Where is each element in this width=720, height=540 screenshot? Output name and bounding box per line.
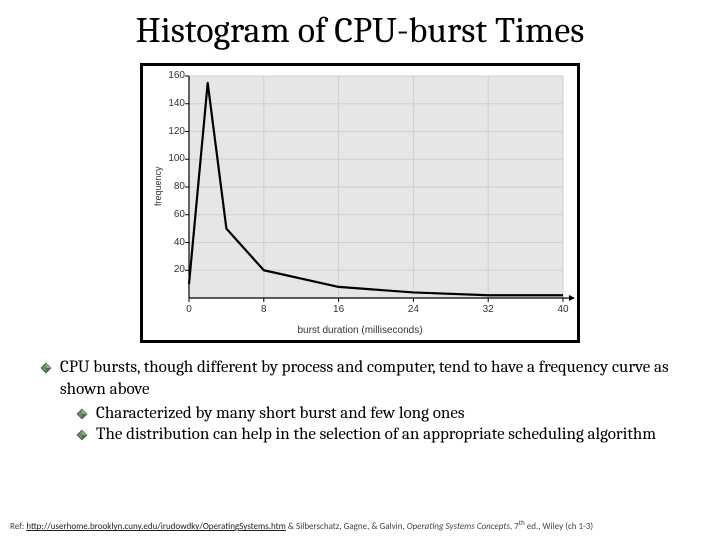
bullet-level-2: Characterized by many short burst and fe… [76,403,680,425]
footer-tail: ed., Wiley (ch 1-3) [525,521,593,532]
footer-italic: Operating Systems Concepts [407,521,510,532]
footer-reference: Ref: http://userhome.brooklyn.cuny.edu/i… [10,518,710,532]
xtick-label: 32 [478,304,498,315]
bullet-level-1: CPU bursts, though different by process … [40,357,680,401]
ytick-label: 60 [161,209,185,220]
xtick-label: 40 [553,304,573,315]
histogram-chart: frequency burst duration (milliseconds) … [140,63,580,343]
diamond-bullet-icon [40,362,52,374]
ytick-label: 140 [161,98,185,109]
bullet-2a-text: Characterized by many short burst and fe… [96,403,465,425]
xtick-label: 24 [403,304,423,315]
chart-svg [143,66,577,340]
ytick-label: 120 [161,126,185,137]
xtick-label: 8 [254,304,274,315]
diamond-bullet-icon [76,429,88,441]
ytick-label: 20 [161,264,185,275]
ytick-label: 40 [161,237,185,248]
bullet-level-2: The distribution can help in the selecti… [76,424,680,446]
footer-mid: & Silberschatz, Gagne, & Galvin, [286,521,407,532]
diamond-bullet-icon [76,408,88,420]
ytick-label: 100 [161,153,185,164]
bullet-1-text: CPU bursts, though different by process … [60,357,680,401]
footer-prefix: Ref: [10,521,26,532]
x-axis-label: burst duration (milliseconds) [143,325,577,336]
xtick-label: 0 [179,304,199,315]
body-text: CPU bursts, though different by process … [40,357,680,446]
ytick-label: 160 [161,70,185,81]
bullet-2b-text: The distribution can help in the selecti… [96,424,656,446]
page-title: Histogram of CPU-burst Times [40,10,680,51]
footer-link: http://userhome.brooklyn.cuny.edu/irudow… [26,521,286,532]
xtick-label: 16 [329,304,349,315]
ytick-label: 80 [161,181,185,192]
footer-suffix: , 7 [510,521,519,532]
